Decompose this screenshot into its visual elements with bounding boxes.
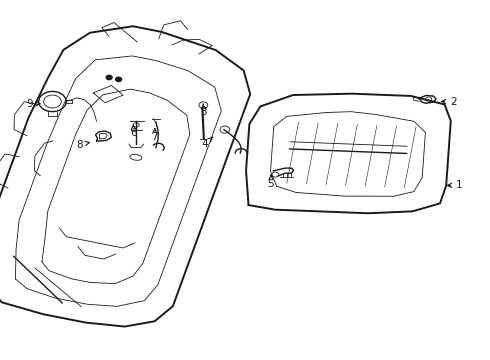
Text: 3: 3 — [200, 104, 207, 117]
Text: 1: 1 — [447, 180, 463, 190]
Circle shape — [116, 77, 122, 81]
Text: 5: 5 — [268, 175, 274, 189]
Text: 7: 7 — [151, 129, 158, 142]
Text: 8: 8 — [76, 140, 90, 150]
Text: 9: 9 — [26, 99, 40, 109]
Text: 4: 4 — [201, 137, 213, 149]
Circle shape — [106, 75, 112, 80]
Text: 6: 6 — [130, 125, 137, 138]
Text: 2: 2 — [441, 96, 457, 107]
